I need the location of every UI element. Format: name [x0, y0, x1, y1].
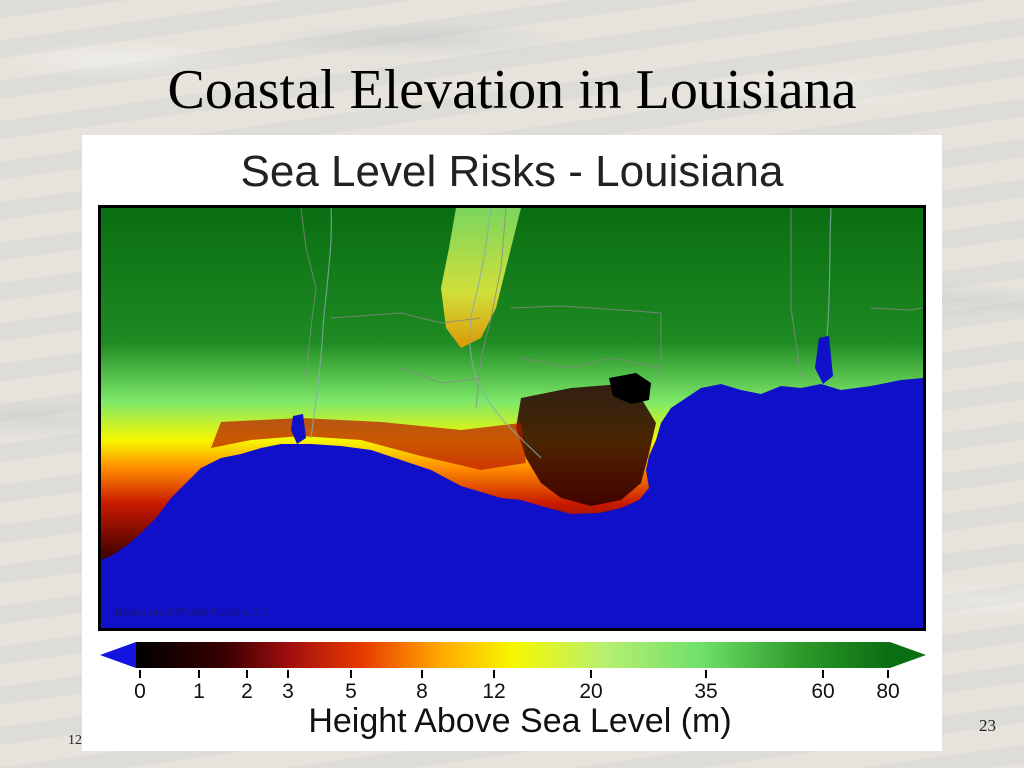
river-valley [441, 208, 521, 348]
colorbar-tick-mark [887, 670, 889, 678]
boundary-lines [300, 208, 923, 409]
mobile-bay [815, 336, 833, 384]
colorbar-tick-label: 12 [482, 680, 506, 703]
colorbar-tick-mark [246, 670, 248, 678]
colorbar-tick-label: 2 [241, 680, 253, 703]
colorbar-tick-mark [705, 670, 707, 678]
colorbar-tick-mark [287, 670, 289, 678]
footer-text: 12 [68, 733, 82, 748]
elevation-map: Based on SRTM30 PLUS v. 2.0 [98, 205, 926, 631]
colorbar-tick-mark [139, 670, 141, 678]
calcasieu-lake [291, 414, 306, 444]
colorbar-tick-mark [493, 670, 495, 678]
colorbar-tick-label: 35 [694, 680, 718, 703]
delta-lowland [516, 384, 656, 506]
elevation-map-graphic: Based on SRTM30 PLUS v. 2.0 [101, 208, 923, 628]
colorbar-below-arrow [100, 642, 136, 668]
colorbar-tick-label: 8 [416, 680, 428, 703]
colorbar-ticks: 0 1 2 3 5 8 12 20 35 60 80 [0, 670, 1024, 710]
colorbar-tick-mark [822, 670, 824, 678]
colorbar-tick-label: 20 [579, 680, 603, 703]
lake-pontchartrain [609, 373, 651, 404]
map-figure: Sea Level Risks - Louisiana [82, 135, 942, 751]
colorbar-tick-label: 80 [876, 680, 900, 703]
colorbar-tick-label: 5 [345, 680, 357, 703]
river-channels [310, 208, 832, 459]
colorbar-tick-mark [590, 670, 592, 678]
colorbar-tick-label: 3 [282, 680, 294, 703]
colorbar-gradient [136, 642, 890, 668]
colorbar-tick-label: 0 [134, 680, 146, 703]
slide-title: Coastal Elevation in Louisiana [167, 59, 857, 121]
colorbar-above-arrow [890, 642, 926, 668]
page-number: 23 [979, 716, 996, 735]
colorbar-axis-label: Height Above Sea Level (m) [308, 702, 732, 740]
map-title: Sea Level Risks - Louisiana [240, 147, 784, 196]
land-mass [101, 208, 923, 560]
colorbar-tick-mark [198, 670, 200, 678]
colorbar-tick-mark [350, 670, 352, 678]
elevation-colorbar [100, 642, 926, 668]
coastal-marsh [211, 418, 526, 470]
data-source-credit: Based on SRTM30 PLUS v. 2.0 [115, 607, 269, 619]
colorbar-tick-mark [421, 670, 423, 678]
colorbar-tick-label: 60 [811, 680, 835, 703]
colorbar-tick-label: 1 [193, 680, 205, 703]
